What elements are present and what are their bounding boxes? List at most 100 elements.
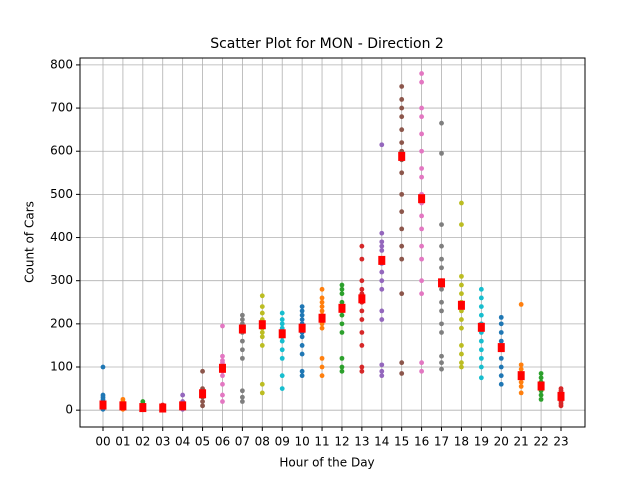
- data-point: [339, 330, 345, 335]
- y-tick-label: 300: [50, 273, 73, 287]
- data-point: [478, 338, 484, 344]
- data-point: [359, 243, 365, 249]
- x-tick-label: 16: [414, 435, 429, 449]
- data-point: [459, 222, 464, 227]
- data-point: [379, 142, 385, 148]
- x-tick-label: 06: [215, 435, 230, 449]
- data-point: [339, 291, 345, 297]
- data-point: [319, 355, 325, 361]
- data-point: [279, 317, 285, 322]
- data-point: [299, 368, 305, 374]
- data-point: [379, 286, 385, 292]
- data-point: [319, 373, 325, 379]
- data-point: [399, 256, 405, 262]
- data-point: [239, 355, 245, 361]
- x-tick-label: 14: [374, 435, 389, 449]
- data-point: [419, 105, 425, 111]
- data-point: [100, 364, 106, 370]
- data-point: [339, 286, 345, 292]
- data-point: [220, 353, 225, 359]
- data-point: [339, 299, 345, 305]
- mean-marker: [358, 294, 366, 304]
- y-tick-label: 700: [50, 101, 73, 115]
- data-point: [399, 226, 405, 232]
- data-point: [339, 355, 345, 361]
- data-point: [419, 114, 425, 120]
- mean-marker: [378, 255, 386, 265]
- data-point: [299, 317, 305, 322]
- data-point: [339, 321, 345, 327]
- data-point: [399, 371, 405, 376]
- data-point: [359, 364, 365, 370]
- data-point: [478, 312, 484, 318]
- data-point: [419, 166, 425, 171]
- data-point: [259, 390, 265, 396]
- plot-frame: [79, 57, 586, 428]
- x-tick-label: 17: [434, 435, 449, 449]
- data-point: [239, 312, 245, 318]
- data-point: [359, 330, 365, 335]
- data-point: [459, 360, 464, 366]
- mean-marker: [218, 363, 226, 373]
- x-tick-label: 09: [275, 435, 290, 449]
- data-point: [419, 226, 425, 232]
- data-point: [478, 304, 484, 309]
- data-point: [478, 295, 484, 301]
- mean-marker: [238, 324, 246, 334]
- data-point: [379, 269, 385, 275]
- x-tick-label: 13: [354, 435, 369, 449]
- data-point: [538, 396, 544, 402]
- data-point: [419, 131, 425, 137]
- data-point: [259, 381, 265, 387]
- data-point: [359, 286, 365, 292]
- mean-marker: [199, 389, 207, 399]
- x-tick-label: 20: [494, 435, 509, 449]
- x-tick-label: 07: [235, 435, 250, 449]
- data-point: [339, 282, 345, 288]
- data-point: [478, 375, 484, 381]
- data-point: [180, 392, 186, 398]
- data-point: [279, 386, 285, 391]
- mean-marker: [99, 400, 107, 410]
- x-tick-label: 04: [175, 435, 190, 449]
- data-point: [259, 293, 265, 299]
- data-point: [319, 308, 325, 314]
- mean-marker: [318, 313, 326, 323]
- data-point: [379, 230, 385, 236]
- data-point: [399, 243, 405, 249]
- data-point: [339, 368, 345, 374]
- data-point: [200, 368, 205, 374]
- data-point: [498, 314, 504, 320]
- data-point: [459, 200, 464, 206]
- data-point: [319, 304, 325, 309]
- y-tick-label: 0: [65, 403, 73, 417]
- data-point: [459, 291, 464, 297]
- data-point: [419, 278, 425, 284]
- data-point: [379, 239, 385, 245]
- data-point: [379, 373, 385, 379]
- data-point: [419, 243, 425, 249]
- data-point: [239, 347, 245, 353]
- x-axis-label: Hour of the Day: [279, 456, 374, 470]
- data-point: [538, 392, 544, 398]
- data-point: [459, 351, 464, 357]
- data-point: [220, 373, 225, 379]
- data-point: [319, 286, 325, 292]
- data-point: [439, 308, 444, 314]
- data-point: [399, 170, 405, 176]
- data-point: [379, 278, 385, 284]
- data-point: [518, 302, 524, 307]
- data-point: [439, 222, 444, 227]
- x-tick-label: 05: [195, 435, 210, 449]
- data-point: [399, 140, 405, 145]
- data-point: [538, 371, 544, 376]
- data-point: [399, 84, 405, 89]
- data-point: [459, 343, 464, 348]
- data-point: [239, 338, 245, 344]
- data-point: [439, 120, 444, 126]
- data-point: [498, 355, 504, 361]
- data-point: [299, 304, 305, 309]
- data-point: [359, 368, 365, 374]
- mean-marker: [159, 403, 167, 413]
- data-point: [439, 150, 444, 156]
